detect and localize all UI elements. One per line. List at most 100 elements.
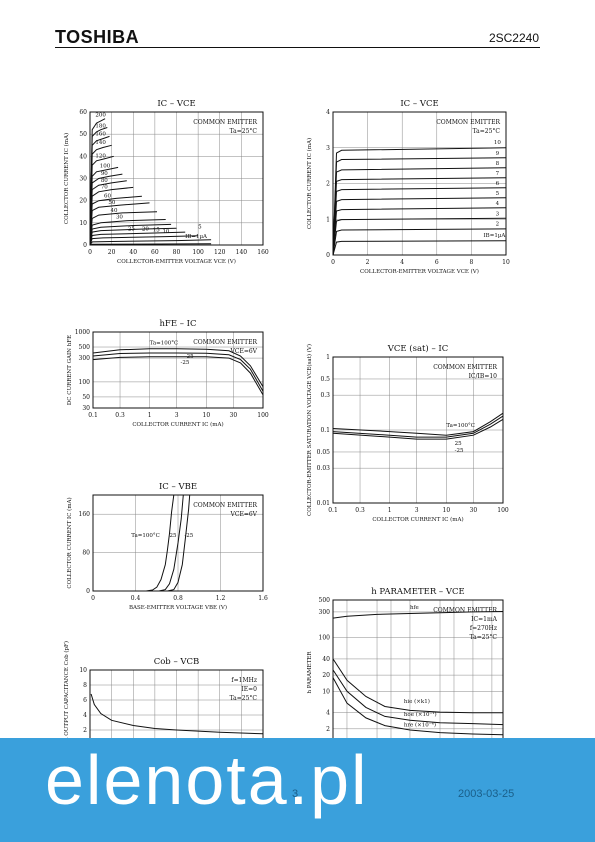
y-tick-label: 1 bbox=[326, 354, 330, 361]
y-tick-label: 60 bbox=[79, 109, 87, 116]
y-tick-label: 10 bbox=[79, 220, 87, 227]
series-line bbox=[332, 412, 504, 436]
curve-label: -25 bbox=[180, 360, 189, 366]
x-tick-label: 30 bbox=[230, 412, 238, 419]
chart-note: f=270Hz bbox=[470, 625, 497, 632]
series-line bbox=[332, 418, 504, 440]
chart-note: VCE=6V bbox=[230, 511, 258, 518]
curve-label: 9 bbox=[496, 151, 500, 157]
curve-label: Ta=100°C bbox=[131, 533, 160, 539]
x-tick-label: 10 bbox=[203, 412, 211, 419]
curve-label: 20 bbox=[142, 227, 149, 233]
y-tick-label: 2 bbox=[326, 181, 330, 188]
chart-title: Cob – VCB bbox=[154, 657, 200, 667]
curve-label: 140 bbox=[95, 140, 106, 146]
curve-label: Ta=100°C bbox=[150, 341, 179, 347]
chart-title: h PARAMETER – VCE bbox=[371, 587, 464, 597]
series-line bbox=[332, 669, 504, 726]
y-tick-label: 10 bbox=[79, 667, 87, 674]
chart-title: VCE (sat) – IC bbox=[387, 343, 449, 354]
x-tick-label: 0.1 bbox=[328, 507, 338, 514]
chart-note: IE=0 bbox=[241, 686, 257, 693]
chart-note: Ta=25°C bbox=[230, 128, 258, 135]
y-tick-label: 0 bbox=[86, 588, 90, 595]
x-tick-label: 1.2 bbox=[216, 595, 226, 602]
x-axis-label: COLLECTOR CURRENT IC (mA) bbox=[372, 516, 463, 523]
chart-title: hFE – IC bbox=[159, 319, 196, 329]
series-line bbox=[332, 228, 507, 256]
series-line bbox=[146, 494, 175, 592]
chart-note: COMMON EMITTER bbox=[193, 502, 257, 509]
part-number: 2SC2240 bbox=[488, 31, 539, 45]
x-tick-label: 1.6 bbox=[258, 595, 268, 602]
chart-note: COMMON EMITTER bbox=[193, 119, 257, 126]
y-tick-label: 1000 bbox=[75, 329, 90, 336]
curve-label: 200 bbox=[95, 112, 106, 118]
curve-label: 90 bbox=[101, 171, 108, 177]
curve-label: 8 bbox=[496, 161, 500, 167]
curve-label: hfe bbox=[410, 605, 419, 611]
curve-label: Ta=100°C bbox=[446, 423, 475, 429]
x-tick-label: 100 bbox=[257, 412, 269, 419]
y-tick-label: 20 bbox=[322, 672, 330, 679]
series-line bbox=[158, 494, 184, 592]
y-axis-label: COLLECTOR CURRENT IC (mA) bbox=[306, 138, 313, 229]
y-tick-label: 300 bbox=[319, 609, 331, 616]
y-tick-label: 0.5 bbox=[320, 376, 330, 383]
document-date: 2003-03-25 bbox=[458, 788, 515, 800]
y-tick-label: 1 bbox=[326, 216, 330, 223]
curve-label: IB=1µA bbox=[185, 234, 208, 240]
x-tick-label: 10 bbox=[502, 259, 510, 266]
y-tick-label: 2 bbox=[83, 727, 87, 734]
curve-label: -25 bbox=[184, 533, 193, 539]
y-tick-label: 100 bbox=[79, 379, 91, 386]
x-tick-label: 1 bbox=[388, 507, 392, 514]
curve-label: 4 bbox=[496, 201, 500, 207]
plot-frame bbox=[332, 111, 507, 256]
x-tick-label: 8 bbox=[469, 259, 473, 266]
chart-note: IC=1mA bbox=[471, 616, 497, 623]
y-tick-label: 0.03 bbox=[317, 465, 331, 472]
chart-title: IC – VCE bbox=[400, 99, 438, 109]
y-axis-label: h PARAMETER bbox=[307, 651, 313, 694]
curve-label: 5 bbox=[496, 191, 500, 197]
y-tick-label: 0.1 bbox=[320, 427, 330, 434]
x-tick-label: 100 bbox=[192, 249, 204, 256]
series-line bbox=[89, 235, 199, 246]
series-line bbox=[332, 217, 507, 256]
x-tick-label: 0 bbox=[331, 259, 335, 266]
curve-label: IB=1µA bbox=[484, 233, 507, 239]
chart-note: Ta=25°C bbox=[473, 128, 501, 135]
x-tick-label: 0.4 bbox=[131, 595, 141, 602]
series-line bbox=[89, 243, 212, 246]
footer-banner bbox=[0, 738, 595, 842]
x-tick-label: 0.8 bbox=[173, 595, 183, 602]
x-tick-label: 6 bbox=[435, 259, 439, 266]
curve-label: 25 bbox=[455, 441, 462, 447]
x-tick-label: 40 bbox=[129, 249, 137, 256]
y-tick-label: 80 bbox=[82, 550, 90, 557]
x-axis-label: COLLECTOR-EMITTER VOLTAGE VCE (V) bbox=[117, 258, 236, 265]
x-tick-label: 3 bbox=[175, 412, 179, 419]
curve-label: 10 bbox=[494, 140, 501, 146]
curve-label: 70 bbox=[101, 184, 108, 190]
y-tick-label: 0 bbox=[326, 252, 330, 259]
page-number: 3 bbox=[292, 788, 299, 800]
curve-label: 40 bbox=[111, 208, 118, 214]
curve-label: 25 bbox=[170, 533, 177, 539]
curve-label: 25 bbox=[128, 227, 135, 233]
chart-note: f=1MHz bbox=[231, 677, 257, 684]
series-line bbox=[92, 348, 264, 387]
x-tick-label: 160 bbox=[257, 249, 269, 256]
y-tick-label: 30 bbox=[79, 176, 87, 183]
x-tick-label: 1 bbox=[148, 412, 152, 419]
watermark-text: elenota.pl bbox=[45, 741, 369, 819]
chart-title: IC – VBE bbox=[159, 482, 197, 492]
y-tick-label: 50 bbox=[79, 131, 87, 138]
curve-label: hie (×k1) bbox=[404, 698, 430, 705]
y-tick-label: 10 bbox=[322, 688, 330, 695]
curve-label: 180 bbox=[95, 124, 106, 130]
